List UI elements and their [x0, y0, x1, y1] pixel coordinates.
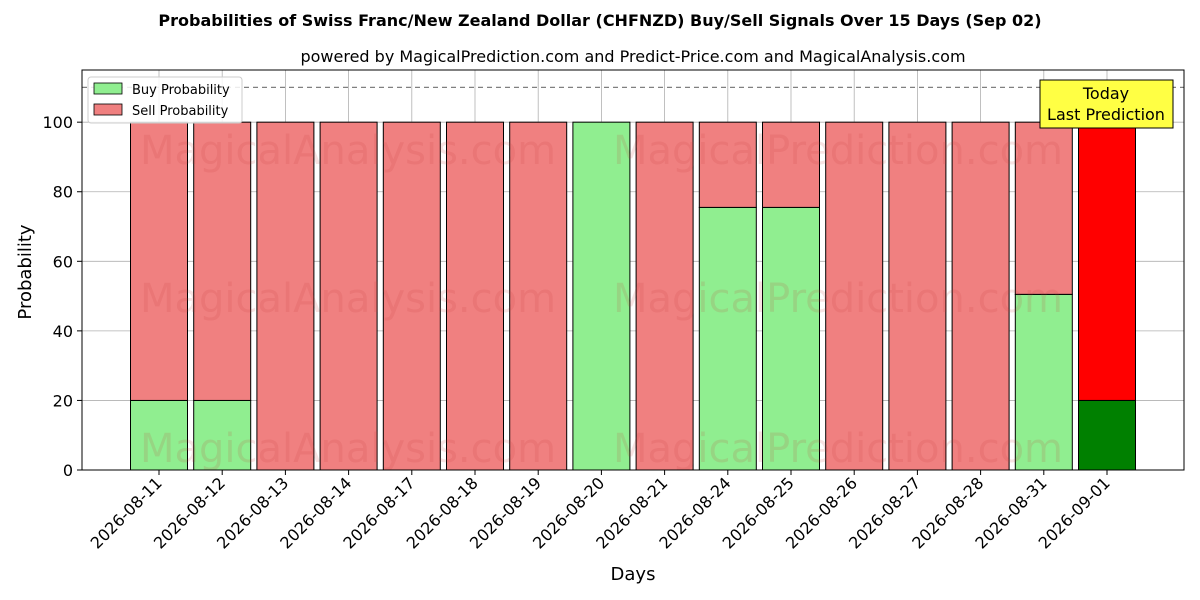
- legend-sell-label: Sell Probability: [132, 104, 229, 119]
- watermark-analysis-0: MagicalAnalysis.com: [140, 128, 556, 174]
- chart-subtitle: powered by MagicalPrediction.com and Pre…: [300, 47, 965, 66]
- buy-bar-2026-08-20: [572, 121, 631, 471]
- legend: Buy Probability Sell Probability: [87, 76, 243, 124]
- y-tick-label-4: 80: [53, 183, 73, 202]
- watermark-prediction-1: MagicalPrediction.com: [613, 276, 1063, 322]
- sell-bar-2026-08-13: [256, 121, 315, 471]
- today-annotation: Today Last Prediction: [1039, 79, 1174, 129]
- watermark-analysis-2: MagicalAnalysis.com: [140, 426, 556, 472]
- y-tick-label-1: 20: [53, 391, 73, 410]
- sell-bar-2026-08-21: [635, 121, 694, 471]
- sell-bar-2026-08-26: [825, 121, 884, 471]
- buy-bar-2026-08-25: [762, 206, 820, 471]
- sell-bar-2026-08-18: [446, 121, 504, 471]
- today-annotation-line1: Today: [1082, 84, 1129, 103]
- y-tick-label-2: 40: [53, 322, 73, 341]
- legend-sell-swatch: [93, 103, 123, 116]
- buy-bar-2026-08-12: [193, 399, 252, 471]
- plot-frame: [81, 69, 1185, 471]
- buy-bar-2026-08-31: [1014, 293, 1073, 471]
- watermarks: MagicalAnalysis.com MagicalPrediction.com…: [140, 128, 1063, 472]
- legend-buy-swatch: [93, 82, 123, 95]
- x-axis-label: Days: [611, 564, 656, 585]
- watermark-prediction-2: MagicalPrediction.com: [613, 426, 1063, 472]
- y-axis: 0 20 40 60 80 100: [42, 113, 82, 480]
- sell-bar-2026-08-25: [762, 121, 820, 208]
- y-axis-label: Probability: [15, 224, 36, 319]
- y-tick-label-5: 100: [42, 113, 73, 132]
- watermark-prediction-0: MagicalPrediction.com: [613, 128, 1063, 174]
- buy-bar-2026-08-24: [698, 206, 757, 471]
- sell-bar-2026-09-01: [1078, 121, 1136, 401]
- today-annotation-line2: Last Prediction: [1047, 105, 1165, 124]
- chart-title: Probabilities of Swiss Franc/New Zealand…: [158, 11, 1041, 30]
- buy-bar-2026-09-01: [1078, 399, 1136, 471]
- x-axis: 2026-08-112026-08-122026-08-132026-08-14…: [87, 470, 1114, 553]
- sell-bar-2026-08-11: [130, 121, 188, 401]
- sell-bar-2026-08-19: [509, 121, 568, 471]
- y-tick-label-3: 60: [53, 252, 73, 271]
- today-annotation-box: [1039, 79, 1174, 129]
- legend-buy-label: Buy Probability: [132, 83, 230, 98]
- watermark-analysis-1: MagicalAnalysis.com: [140, 276, 556, 322]
- bars: [130, 121, 1136, 471]
- sell-bar-2026-08-27: [888, 121, 947, 471]
- sell-bar-2026-08-14: [319, 121, 378, 471]
- sell-bar-2026-08-31: [1014, 121, 1073, 295]
- y-tick-label-0: 0: [63, 461, 73, 480]
- sell-bar-2026-08-24: [698, 121, 757, 208]
- legend-frame: [87, 76, 243, 124]
- sell-bar-2026-08-28: [951, 121, 1010, 471]
- sell-bar-2026-08-17: [382, 121, 441, 471]
